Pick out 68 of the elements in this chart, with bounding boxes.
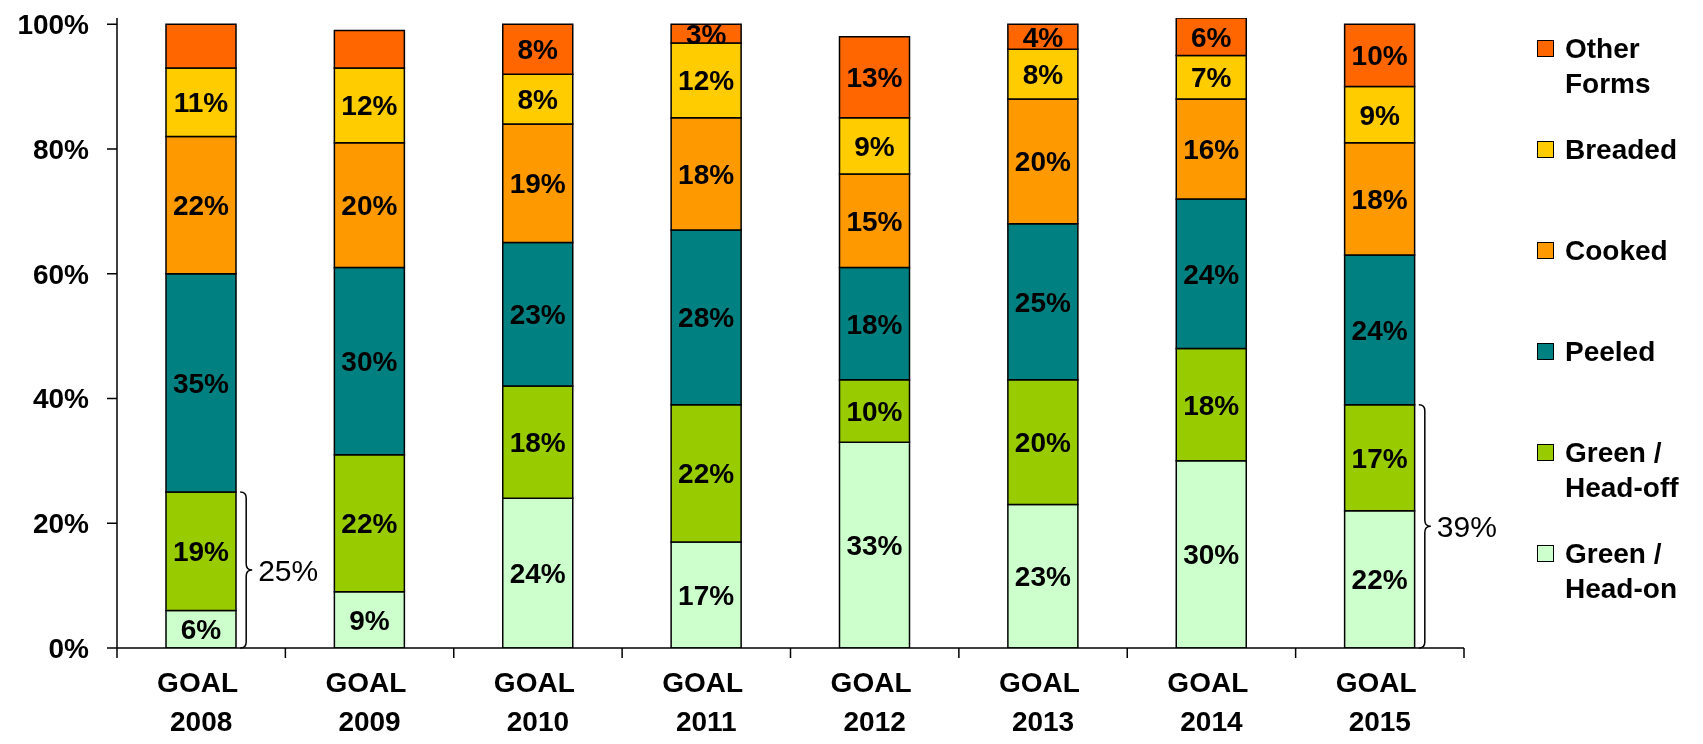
data-label: 8% — [517, 34, 559, 66]
annotation: 25% — [258, 553, 319, 587]
data-label: 8% — [1022, 59, 1064, 91]
data-label: 24% — [1351, 314, 1408, 346]
legend-label: Other Forms — [1565, 32, 1652, 101]
data-label: 22% — [172, 190, 230, 222]
x-tick-label: GOAL 2010 — [493, 667, 583, 737]
data-label: 24% — [1183, 258, 1240, 290]
y-tick-label: 60% — [32, 258, 90, 290]
data-label: 35% — [172, 367, 230, 399]
data-label: 9% — [349, 604, 390, 636]
data-label: 3% — [685, 18, 727, 50]
data-label: 9% — [854, 130, 895, 162]
data-label: 10% — [846, 395, 903, 427]
legend-label: Cooked — [1565, 234, 1668, 268]
data-label: 15% — [846, 205, 903, 237]
legend-label: Green / Head-off — [1565, 436, 1680, 505]
x-tick-label: GOAL 2011 — [662, 667, 751, 737]
data-label: 19% — [172, 536, 230, 568]
data-label: 28% — [678, 302, 735, 334]
data-label: 22% — [1351, 564, 1408, 596]
legend-label: Green / Head-on — [1565, 537, 1678, 606]
data-label: 18% — [1183, 389, 1240, 421]
data-label: 13% — [846, 62, 903, 94]
data-label: 22% — [678, 458, 735, 490]
data-label: 4% — [1022, 21, 1064, 53]
data-label: 20% — [1014, 146, 1071, 178]
data-label: 33% — [846, 530, 903, 562]
x-tick-label: GOAL 2015 — [1335, 667, 1424, 737]
x-tick-label: GOAL 2014 — [1167, 667, 1256, 737]
data-label: 12% — [341, 90, 398, 122]
data-label: 20% — [341, 190, 398, 222]
data-label: 30% — [341, 346, 398, 378]
data-label: 9% — [1359, 99, 1400, 131]
y-tick-label: 0% — [48, 632, 90, 664]
y-tick-label: 40% — [32, 383, 90, 415]
legend-label: Peeled — [1565, 335, 1656, 369]
data-label: 10% — [1351, 40, 1408, 72]
x-tick-label: GOAL 2009 — [325, 667, 414, 737]
x-tick-label: GOAL 2013 — [998, 667, 1088, 737]
data-label: 16% — [1183, 133, 1240, 165]
data-label: 12% — [678, 65, 735, 97]
data-label: 19% — [509, 168, 566, 200]
data-label: 30% — [1183, 539, 1240, 571]
data-label: 18% — [846, 308, 903, 340]
legend-label: Breaded — [1565, 133, 1678, 167]
data-label: 7% — [1191, 62, 1232, 94]
x-tick-label: GOAL 2008 — [157, 667, 246, 737]
data-label: 18% — [1351, 183, 1408, 215]
data-label: 25% — [1014, 286, 1071, 318]
data-label: 6% — [1191, 21, 1232, 53]
y-tick-label: 20% — [32, 508, 90, 540]
y-tick-label: 100% — [17, 9, 90, 41]
data-label: 18% — [509, 427, 566, 459]
data-label: 18% — [678, 158, 735, 190]
data-label: 22% — [341, 508, 398, 540]
data-label: 23% — [1014, 561, 1071, 593]
x-tick-label: GOAL 2012 — [830, 667, 919, 737]
annotation: 39% — [1436, 509, 1497, 543]
data-label: 23% — [509, 299, 566, 331]
data-label: 11% — [173, 87, 229, 119]
data-label: 20% — [1014, 427, 1071, 459]
y-tick-label: 80% — [32, 133, 90, 165]
data-label: 17% — [1351, 442, 1408, 474]
data-label: 8% — [517, 84, 559, 116]
data-label: 24% — [509, 558, 566, 590]
data-label: 17% — [678, 579, 735, 611]
data-label: 6% — [180, 614, 222, 646]
